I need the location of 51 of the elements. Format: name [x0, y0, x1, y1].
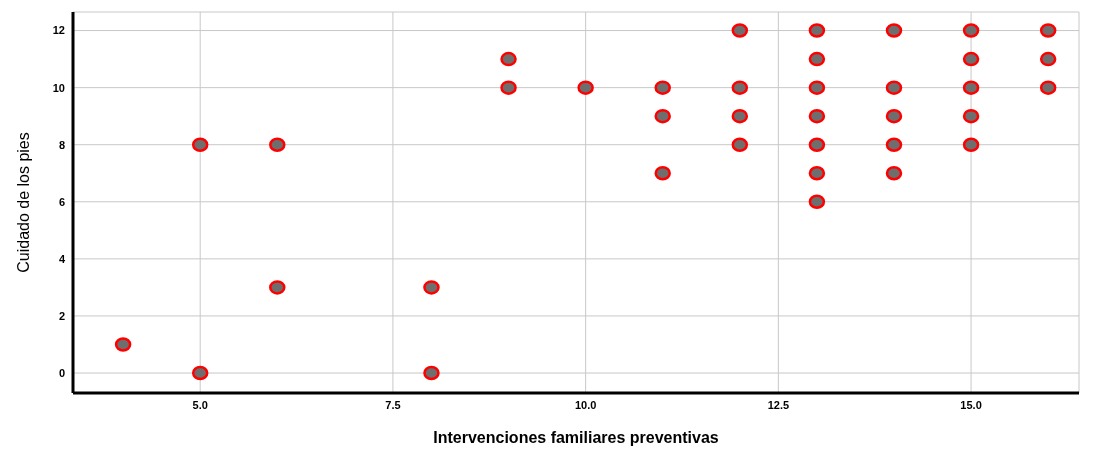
point — [423, 280, 440, 295]
point — [191, 365, 209, 381]
y-tick-label: 0 — [58, 366, 65, 379]
point — [423, 365, 440, 381]
point — [962, 23, 980, 38]
point — [269, 280, 286, 295]
y-tick-label: 12 — [52, 24, 65, 37]
point — [808, 80, 826, 95]
point — [808, 23, 826, 38]
point — [962, 137, 980, 152]
point — [114, 337, 132, 352]
x-tick-label: 10.0 — [574, 398, 597, 411]
point — [731, 137, 749, 152]
y-tick-label: 4 — [58, 252, 66, 265]
point — [654, 166, 671, 181]
point — [500, 80, 517, 95]
point — [885, 80, 903, 95]
point — [808, 108, 826, 124]
point — [885, 108, 903, 124]
x-tick-label: 7.5 — [385, 398, 401, 411]
y-tick-label: 6 — [58, 195, 65, 208]
point — [962, 80, 980, 95]
point — [1039, 23, 1057, 38]
x-tick-label: 5.0 — [192, 398, 208, 411]
point — [731, 80, 749, 95]
point — [808, 194, 826, 210]
point — [500, 51, 517, 67]
y-axis-title: Cuidado de los pies — [14, 132, 32, 273]
point — [885, 166, 903, 181]
point — [808, 51, 826, 67]
point — [885, 23, 903, 38]
y-tick-label: 8 — [58, 138, 65, 151]
point — [654, 80, 671, 95]
x-tick-label: 12.5 — [767, 398, 790, 411]
x-axis-title: Intervenciones familiares preventivas — [433, 429, 719, 446]
point — [191, 137, 209, 152]
point — [269, 137, 286, 152]
point — [654, 108, 671, 124]
point — [731, 108, 749, 124]
point — [962, 51, 980, 67]
x-tick-label: 15.0 — [960, 398, 982, 411]
point — [962, 108, 980, 124]
point — [731, 23, 749, 38]
point — [577, 80, 594, 95]
point — [885, 137, 903, 152]
y-tick-label: 10 — [52, 81, 65, 94]
y-tick-label: 2 — [58, 309, 65, 322]
point — [808, 137, 826, 152]
point — [1039, 80, 1057, 95]
point — [808, 166, 826, 181]
point — [1039, 51, 1057, 67]
